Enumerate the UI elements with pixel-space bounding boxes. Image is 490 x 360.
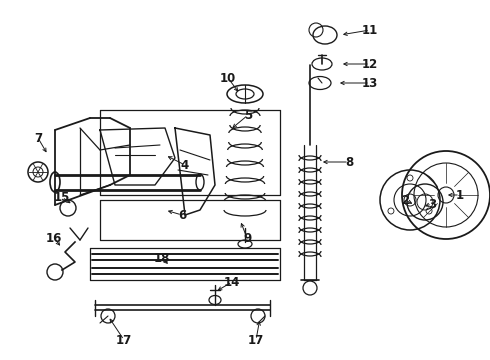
Text: 17: 17 <box>116 333 132 346</box>
Text: 6: 6 <box>178 208 186 221</box>
Text: 9: 9 <box>243 231 251 244</box>
Text: 8: 8 <box>345 156 353 168</box>
Text: 4: 4 <box>181 158 189 171</box>
Text: 3: 3 <box>428 198 436 211</box>
Text: 13: 13 <box>362 77 378 90</box>
Text: 11: 11 <box>362 23 378 36</box>
Text: 14: 14 <box>224 275 240 288</box>
Text: 10: 10 <box>220 72 236 85</box>
Text: 1: 1 <box>456 189 464 202</box>
Text: 15: 15 <box>54 190 70 203</box>
Text: 5: 5 <box>244 108 252 122</box>
Text: 7: 7 <box>34 131 42 144</box>
Text: 2: 2 <box>401 194 409 207</box>
Text: 16: 16 <box>46 231 62 244</box>
Text: 17: 17 <box>248 333 264 346</box>
Text: 18: 18 <box>154 252 170 265</box>
Text: 12: 12 <box>362 58 378 71</box>
